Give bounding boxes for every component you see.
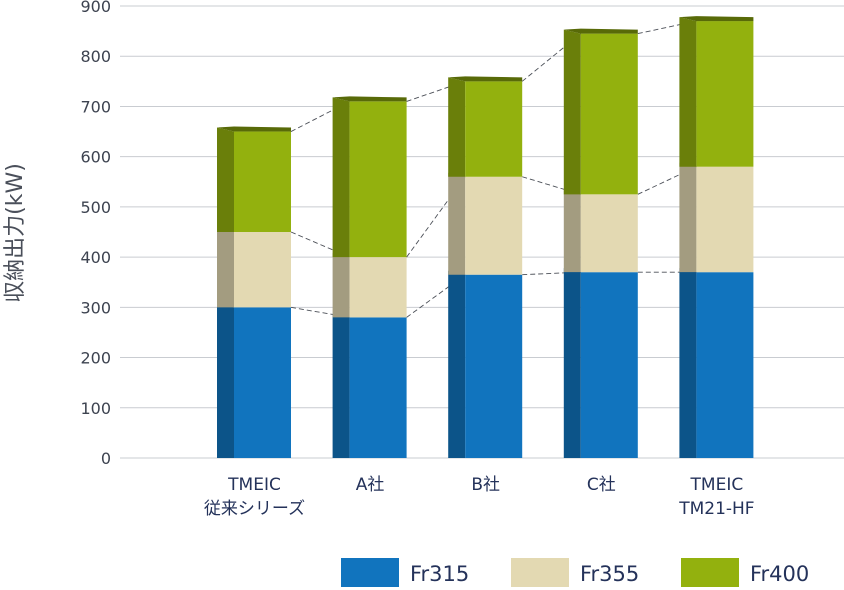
- connector-line: [290, 231, 350, 258]
- bar-top-cap: [679, 16, 754, 22]
- legend-label: Fr400: [750, 562, 809, 586]
- connector-line: [290, 101, 350, 132]
- x-tick-label: A社: [356, 475, 385, 495]
- y-tick-label: 900: [80, 0, 111, 16]
- x-tick-label: TMEIC: [227, 475, 281, 495]
- bar-segment-fr355: [465, 176, 523, 275]
- bar-segment-fr355: [234, 232, 291, 308]
- bar-segment-fr400: [465, 81, 523, 177]
- x-tick-label: B社: [471, 475, 500, 495]
- bar-segment-side: [332, 253, 350, 318]
- bar-segment-fr315: [465, 274, 523, 458]
- bars: [217, 16, 754, 458]
- bar-segment-fr315: [696, 272, 754, 458]
- x-tick-label: TM21-HF: [678, 499, 754, 519]
- y-tick-label: 500: [80, 198, 111, 217]
- bar-segment-fr400: [234, 131, 291, 232]
- connector-line: [637, 166, 697, 195]
- bar-segment-side: [217, 228, 234, 308]
- x-tick-label: 従来シリーズ: [204, 499, 305, 519]
- x-tick-label: C社: [587, 475, 616, 495]
- legend-swatch: [341, 558, 399, 587]
- legend-label: Fr315: [410, 562, 469, 586]
- bar-segment-fr400: [696, 21, 754, 167]
- y-tick-label: 0: [101, 449, 111, 468]
- bar-segment-side: [332, 97, 350, 258]
- bar-segment-side: [448, 77, 466, 177]
- y-axis: 0 100 200 300 400 500 600 700 800 900: [80, 0, 111, 468]
- y-tick-label: 400: [80, 248, 111, 267]
- bar-segment-side: [217, 127, 234, 232]
- bar-segment-side: [563, 268, 581, 458]
- bar-segment-side: [563, 29, 581, 195]
- bar-segment-fr355: [580, 194, 638, 273]
- bar-segment-fr355: [349, 257, 407, 318]
- y-tick-label: 300: [80, 298, 111, 317]
- bar-segment-side: [679, 17, 697, 167]
- y-axis-label: 収納出力(kW): [3, 163, 28, 303]
- bar-segment-fr400: [580, 33, 638, 195]
- bar-segment-side: [448, 270, 466, 458]
- y-tick-label: 100: [80, 399, 111, 418]
- legend: Fr315 Fr355 Fr400: [341, 558, 809, 587]
- bar-segment-side: [332, 313, 350, 458]
- bar-segment-fr315: [580, 272, 638, 458]
- bar-segment-fr315: [234, 307, 291, 458]
- bar-segment-side: [217, 303, 234, 458]
- x-axis: TMEIC 従来シリーズ A社 B社 C社 TMEIC TM21-HF: [204, 475, 755, 519]
- bar-segment-side: [679, 268, 697, 458]
- bar-segment-side: [563, 190, 581, 273]
- y-tick-label: 700: [80, 97, 111, 116]
- bar-segment-fr355: [696, 166, 754, 273]
- x-tick-label: TMEIC: [690, 475, 744, 495]
- bar-top-cap: [332, 96, 407, 102]
- y-tick-label: 800: [80, 47, 111, 66]
- bar-segment-side: [448, 172, 466, 275]
- connector-line: [521, 33, 582, 82]
- bar-segment-fr400: [349, 101, 407, 258]
- bar-top-cap: [448, 76, 523, 82]
- legend-swatch: [681, 558, 739, 587]
- legend-label: Fr355: [580, 562, 639, 586]
- bar-segment-fr315: [349, 317, 407, 458]
- bar-segment-side: [679, 162, 697, 273]
- legend-swatch: [511, 558, 569, 587]
- bar-top-cap: [563, 28, 638, 34]
- y-tick-label: 600: [80, 148, 111, 167]
- bar-top-cap: [217, 126, 291, 132]
- y-tick-label: 200: [80, 349, 111, 368]
